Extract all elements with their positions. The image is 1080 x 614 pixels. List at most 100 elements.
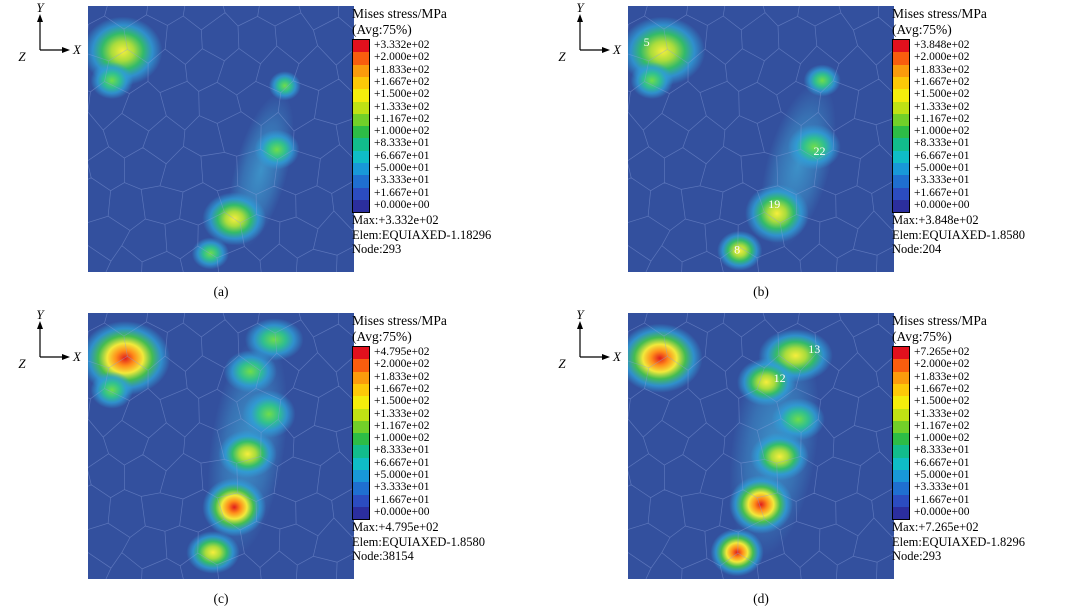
contour-plot — [26, 253, 434, 614]
legend-color-swatch — [893, 52, 909, 65]
legend-tick-value: +8.333e+01 — [914, 137, 970, 150]
legend-tick-value: +5.000e+01 — [914, 469, 970, 481]
legend-tick-value: +1.333e+02 — [374, 100, 430, 113]
axis-triad: Y X Z — [18, 2, 82, 64]
legend-tick-column: +4.795e+02 +2.000e+02 +1.833e+02 +1.667e+02… — [374, 346, 429, 518]
contour-plot: 5 22 19 8 — [566, 0, 974, 363]
legend-tick-value: +1.500e+02 — [914, 395, 970, 408]
x-axis-label: X — [612, 42, 622, 57]
legend-color-swatch — [893, 113, 909, 127]
legend-tick-value: +1.833e+02 — [374, 63, 430, 76]
legend-tick-value: +6.667e+01 — [374, 456, 430, 469]
legend-tick-value: +8.333e+01 — [374, 444, 430, 457]
legend-color-swatch — [893, 138, 909, 151]
legend-tick-value: +6.667e+01 — [374, 149, 430, 162]
stress-hotspot — [750, 432, 809, 481]
y-axis-arrowhead-icon — [577, 14, 583, 22]
legend-tick-value: +0.000e+00 — [374, 505, 430, 518]
subfigure-caption: (a) — [213, 284, 229, 299]
stress-hotspot — [710, 528, 764, 577]
axis-triad: Y X Z — [18, 309, 82, 371]
stress-hotspot — [223, 350, 277, 393]
legend-tick-value: +1.000e+02 — [914, 125, 970, 138]
legend-max-value: Max:+3.332e+02 — [352, 213, 439, 228]
x-axis-arrowhead-icon — [602, 354, 610, 360]
legend-tick-value: +7.265e+02 — [914, 346, 970, 359]
legend-color-swatch — [353, 113, 369, 127]
legend: Mises stress/MPa (Avg:75%) +3.848e+02 +2.… — [892, 6, 1078, 256]
legend-color-swatch — [353, 494, 369, 507]
z-axis-label: Z — [558, 356, 566, 371]
legend-color-swatch — [353, 433, 369, 446]
legend-color-swatch — [893, 506, 909, 520]
stress-hotspot — [254, 129, 300, 170]
legend-color-swatch — [353, 396, 369, 409]
legend-color-swatch — [353, 199, 369, 213]
legend-tick-value: +3.333e+01 — [374, 481, 430, 494]
legend-tick-value: +1.333e+02 — [914, 100, 970, 113]
legend-color-swatch — [893, 175, 909, 188]
legend-color-swatch — [893, 187, 909, 200]
legend-title: Mises stress/MPa — [352, 6, 447, 21]
legend-title: Mises stress/MPa — [892, 313, 987, 328]
subfigure-d: Y X Z 13 12 Mises stress/MPa (Avg:75%) +7… — [540, 253, 1080, 614]
legend: Mises stress/MPa (Avg:75%) +7.265e+02 +2.… — [892, 313, 1078, 563]
legend-tick-value: +4.795e+02 — [374, 346, 430, 359]
legend-tick-value: +0.000e+00 — [374, 198, 430, 211]
y-axis-arrowhead-icon — [37, 321, 43, 329]
legend: Mises stress/MPa (Avg:75%) +3.332e+02 +2.… — [352, 6, 538, 256]
legend-color-swatch — [893, 163, 909, 176]
contour-svg — [26, 253, 434, 614]
legend-tick-value: +3.332e+02 — [374, 39, 430, 52]
legend-tick-value: +8.333e+01 — [914, 444, 970, 457]
legend-color-swatch — [353, 163, 369, 176]
legend-color-swatch — [893, 383, 909, 397]
legend-color-swatch — [353, 470, 369, 483]
stress-hotspot — [202, 192, 267, 246]
legend-tick-value: +8.333e+01 — [374, 137, 430, 150]
legend-max-value: Max:+4.795e+02 — [352, 520, 439, 535]
legend-tick-value: +1.167e+02 — [914, 112, 970, 125]
x-axis-label: X — [612, 349, 622, 364]
legend-color-swatch — [353, 40, 369, 53]
legend-tick-value: +1.667e+02 — [374, 75, 430, 88]
legend-tick-value: +2.000e+02 — [914, 358, 970, 371]
stress-hotspot — [202, 477, 267, 537]
legend-tick-value: +5.000e+01 — [374, 469, 430, 481]
legend-tick-value: +1.000e+02 — [374, 432, 430, 445]
legend-tick-value: +2.000e+02 — [374, 358, 430, 371]
stress-hotspot — [630, 61, 674, 100]
x-axis-label: X — [72, 349, 82, 364]
legend-tick-column: +3.332e+02 +2.000e+02 +1.833e+02 +1.667e+02… — [374, 39, 429, 211]
stress-hotspot — [90, 371, 134, 409]
legend-color-swatch — [893, 396, 909, 409]
legend-color-swatch — [893, 40, 909, 53]
legend-color-swatch — [353, 506, 369, 520]
subfigure-caption: (d) — [753, 591, 769, 606]
stress-hotspot — [745, 184, 809, 243]
stress-hotspot — [244, 318, 304, 361]
legend-tick-value: +1.167e+02 — [374, 419, 430, 432]
x-axis-label: X — [72, 42, 82, 57]
legend-node-id: Node:293 — [892, 548, 942, 563]
legend-tick-value: +1.000e+02 — [914, 432, 970, 445]
x-axis-arrowhead-icon — [62, 47, 70, 53]
legend-elem-id: Elem:EQUIAXED-1.18296 — [352, 227, 492, 242]
stress-hotspot — [191, 237, 229, 270]
stress-hotspot — [617, 323, 703, 393]
legend-color-swatch — [893, 371, 909, 384]
legend-tick-value: +1.667e+02 — [374, 382, 430, 395]
legend-color-swatch — [353, 383, 369, 397]
stress-hotspot — [218, 430, 277, 478]
legend-colorbar: +3.332e+02 +2.000e+02 +1.833e+02 +1.667e+02… — [352, 39, 538, 214]
legend-color-swatch — [893, 347, 909, 360]
legend-tick-value: +1.667e+01 — [374, 493, 430, 506]
legend-swatch-column — [352, 346, 370, 521]
legend-color-swatch — [353, 89, 369, 102]
legend-tick-value: +1.667e+02 — [914, 75, 970, 88]
legend-swatch-column — [352, 39, 370, 214]
legend-tick-column: +3.848e+02 +2.000e+02 +1.833e+02 +1.667e+02… — [914, 39, 969, 211]
legend-node-id: Node:204 — [892, 241, 942, 256]
grain-number-label: 8 — [734, 242, 740, 256]
legend-tick-value: +5.000e+01 — [914, 162, 970, 174]
